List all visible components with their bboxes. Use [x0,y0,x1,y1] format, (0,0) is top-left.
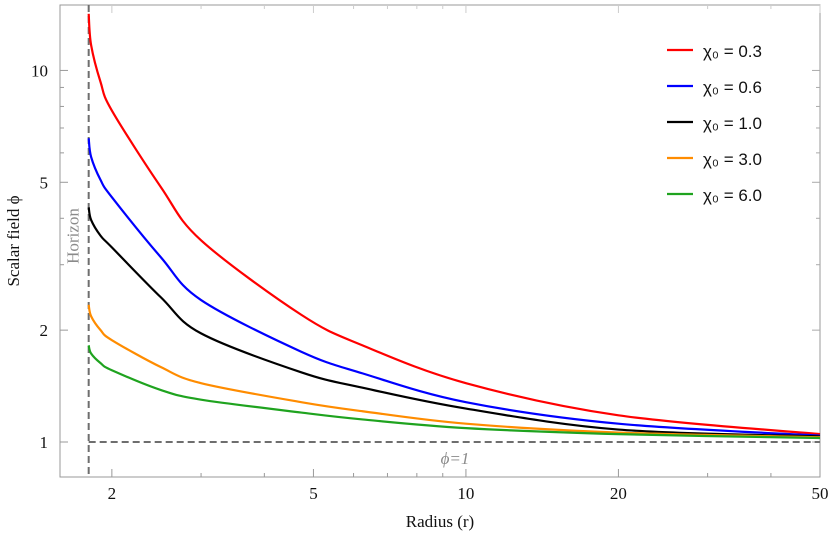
series-line-2 [87,207,821,438]
y-tick-label: 2 [40,321,49,340]
legend: χ₀ = 0.3 χ₀ = 0.6 χ₀ = 1.0 χ₀ = 3.0 χ₀ = 6.0 [667,42,762,205]
y-tick-label: 10 [31,61,48,80]
y-axis-label: Scalar field ϕ [4,195,23,286]
horizon-label: Horizon [64,208,83,264]
series-line-0 [87,13,821,436]
series-group [87,13,821,440]
legend-item: χ₀ = 6.0 [667,186,762,205]
legend-label: χ₀ = 1.0 [703,114,762,133]
legend-item: χ₀ = 1.0 [667,114,762,133]
legend-item: χ₀ = 0.3 [667,42,762,61]
x-tick-label: 20 [610,484,627,503]
legend-label: χ₀ = 0.3 [703,42,762,61]
series-line-1 [87,138,821,437]
x-tick-label: 2 [108,484,117,503]
legend-label: χ₀ = 0.6 [703,78,762,97]
legend-label: χ₀ = 3.0 [703,150,762,169]
y-tick-label: 5 [40,173,49,192]
phi-one-label: ϕ=1 [441,449,470,468]
x-axis-label: Radius (r) [406,512,474,531]
series-line-4 [87,345,821,440]
x-tick-label: 50 [812,484,829,503]
legend-item: χ₀ = 0.6 [667,78,762,97]
y-tick-label: 1 [40,433,49,452]
legend-label: χ₀ = 6.0 [703,186,762,205]
series-line-3 [87,304,821,439]
axis-ticks [60,5,821,477]
tick-labels: 2 5 10 20 50 1 2 5 10 [31,61,829,503]
plot-frame [59,4,821,478]
x-tick-label: 10 [457,484,474,503]
x-tick-label: 5 [309,484,318,503]
legend-item: χ₀ = 3.0 [667,150,762,169]
